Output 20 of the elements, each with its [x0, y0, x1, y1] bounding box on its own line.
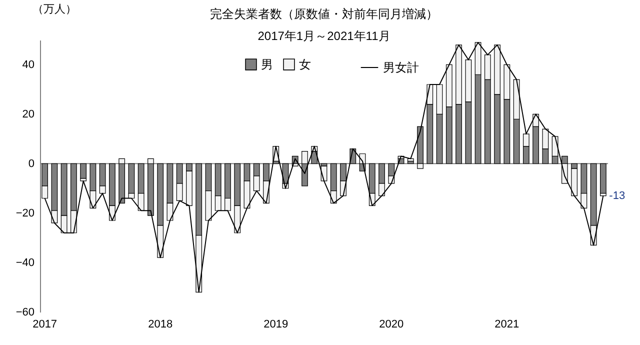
legend-label: 男 [261, 57, 273, 72]
x-tick-label: 2018 [148, 318, 173, 330]
text: -13 [609, 190, 626, 202]
y-tick-label: 20 [22, 108, 34, 121]
line-series [44, 42, 604, 293]
y-tick-label: −20 [16, 208, 34, 220]
x-tick-label: 2020 [379, 318, 404, 330]
legend-label: 男女計 [383, 60, 419, 74]
bar [407, 158, 414, 162]
y-axis-title: （万人） [32, 4, 76, 16]
y-tick-label: −60 [16, 306, 34, 318]
y-tick-label: −40 [16, 257, 34, 270]
legend-label: 女 [299, 57, 311, 72]
x-tick-label: 2017 [32, 318, 58, 330]
chart-subtitle: 2017年1月～2021年11月 [258, 29, 390, 43]
y-tick-label: 40 [22, 59, 34, 72]
chart-title: 完全失業者数（原数値・対前年同月増減） [210, 7, 438, 21]
x-tick-label: 2021 [494, 318, 520, 330]
x-tick-label: 2019 [264, 318, 288, 330]
y-tick-label: 0 [28, 158, 34, 170]
